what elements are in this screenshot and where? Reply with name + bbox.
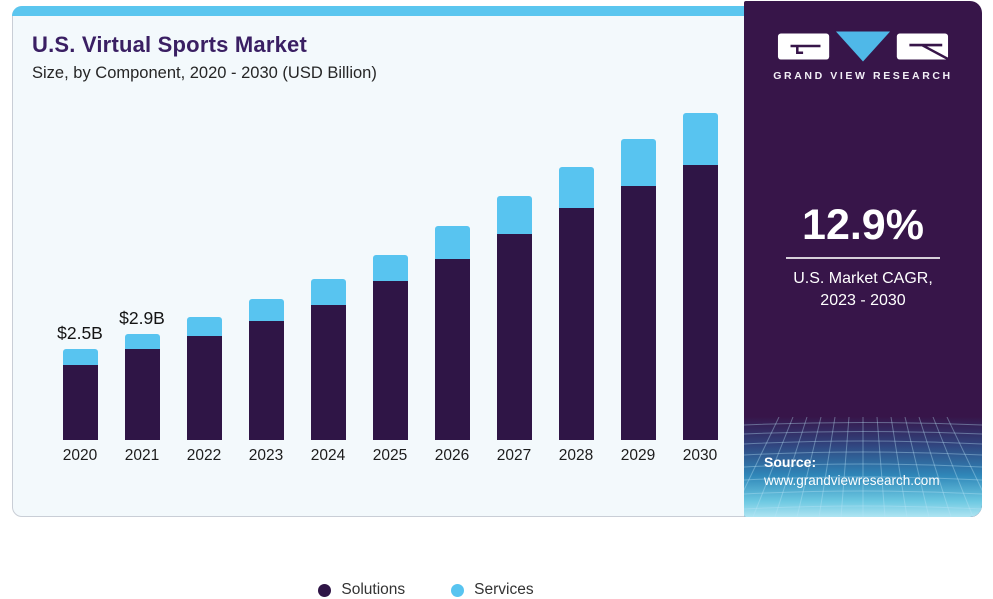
bar-2026	[434, 225, 470, 440]
legend-item-solutions: Solutions	[318, 581, 405, 599]
year-label-2024: 2024	[310, 447, 346, 464]
brand-panel: GRAND VIEW RESEARCH 12.9% U.S. Market CA…	[744, 1, 982, 517]
year-label-2021: 2021	[124, 447, 160, 464]
cagr-value: 12.9%	[802, 201, 924, 249]
source-label: Source:	[764, 454, 817, 470]
chart-legend: Solutions Services	[85, 581, 767, 599]
bar-segment-solutions-2022	[186, 336, 222, 440]
gvr-logo: GRAND VIEW RESEARCH	[744, 31, 982, 82]
bar-segment-services-2026	[434, 225, 470, 259]
source-block: Source: www.grandviewresearch.com	[764, 454, 940, 488]
bar-column-2020: $2.5B 2020	[49, 111, 111, 467]
bar-column-2028: 2028	[545, 111, 607, 467]
bar-segment-services-2023	[248, 298, 284, 321]
bar-segment-services-2025	[372, 254, 408, 282]
gvr-logo-text: GRAND VIEW RESEARCH	[773, 70, 953, 82]
cagr-label-line2: 2023 - 2030	[820, 292, 906, 310]
stacked-bar-chart: $2.5B 2020 $2.9B 2021 2022 2023 2024 2025 2026 20…	[49, 111, 731, 598]
bar-segment-solutions-2021	[124, 349, 160, 440]
page-title: U.S. Virtual Sports Market	[32, 32, 307, 57]
bar-2021	[124, 333, 160, 440]
year-label-2022: 2022	[186, 447, 222, 464]
bar-segment-services-2030	[682, 112, 718, 165]
page-subtitle: Size, by Component, 2020 - 2030 (USD Bil…	[32, 64, 377, 82]
bar-columns: $2.5B 2020 $2.9B 2021 2022 2023 2024 2025 2026 20…	[49, 111, 731, 467]
bar-segment-services-2029	[620, 138, 656, 186]
year-label-2030: 2030	[682, 447, 718, 464]
mesh-background	[744, 417, 982, 517]
cagr-divider	[786, 257, 940, 259]
bar-segment-solutions-2024	[310, 304, 346, 440]
bar-2023	[248, 298, 284, 440]
gvr-logo-icon	[777, 31, 949, 62]
year-label-2027: 2027	[496, 447, 532, 464]
bar-segment-solutions-2026	[434, 258, 470, 440]
source-url[interactable]: www.grandviewresearch.com	[764, 473, 940, 488]
bar-2025	[372, 254, 408, 440]
bar-segment-solutions-2025	[372, 281, 408, 440]
bar-segment-services-2024	[310, 279, 346, 305]
legend-label: Services	[474, 581, 534, 598]
year-label-2026: 2026	[434, 447, 470, 464]
chart-header: U.S. Virtual Sports Market Size, by Comp…	[32, 32, 377, 83]
bar-column-2026: 2026	[421, 111, 483, 467]
bar-segment-solutions-2020	[62, 364, 98, 440]
bar-2029	[620, 138, 656, 440]
year-label-2020: 2020	[62, 447, 98, 464]
top-accent-strip	[12, 6, 981, 16]
bar-segment-solutions-2029	[620, 185, 656, 440]
bar-column-2029: 2029	[607, 111, 669, 467]
bar-segment-solutions-2030	[682, 165, 718, 440]
year-label-2023: 2023	[248, 447, 284, 464]
bar-column-2022: 2022	[173, 111, 235, 467]
legend-item-services: Services	[451, 581, 534, 599]
legend-dot-icon	[318, 583, 332, 597]
mesh-grid-icon	[744, 417, 982, 517]
bar-segment-solutions-2028	[558, 208, 594, 440]
bar-segment-services-2028	[558, 166, 594, 209]
bar-column-2025: 2025	[359, 111, 421, 467]
legend-label: Solutions	[341, 581, 406, 598]
bar-segment-services-2022	[186, 316, 222, 337]
bar-total-label-2021: $2.9B	[119, 307, 165, 328]
year-label-2025: 2025	[372, 447, 408, 464]
infographic: U.S. Virtual Sports Market Size, by Comp…	[12, 1, 982, 598]
year-label-2028: 2028	[558, 447, 594, 464]
legend-dot-icon	[451, 583, 465, 597]
cagr-block: 12.9% U.S. Market CAGR, 2023 - 2030	[744, 201, 982, 313]
bar-2024	[310, 279, 346, 440]
bar-segment-solutions-2027	[496, 233, 532, 440]
bar-2020	[62, 349, 98, 440]
bar-total-label-2020: $2.5B	[57, 323, 103, 344]
bar-column-2021: $2.9B 2021	[111, 111, 173, 467]
bar-column-2023: 2023	[235, 111, 297, 467]
bar-column-2027: 2027	[483, 111, 545, 467]
cagr-label-line1: U.S. Market CAGR,	[793, 270, 933, 287]
year-label-2029: 2029	[620, 447, 656, 464]
bar-segment-services-2021	[124, 333, 160, 350]
bar-column-2030: 2030	[669, 111, 731, 467]
bar-2028	[558, 166, 594, 440]
bar-column-2024: 2024	[297, 111, 359, 467]
bar-segment-services-2020	[62, 349, 98, 365]
bar-segment-solutions-2023	[248, 320, 284, 440]
bar-segment-services-2027	[496, 196, 532, 234]
bar-2030	[682, 112, 718, 440]
bar-2022	[186, 316, 222, 440]
bar-2027	[496, 196, 532, 440]
